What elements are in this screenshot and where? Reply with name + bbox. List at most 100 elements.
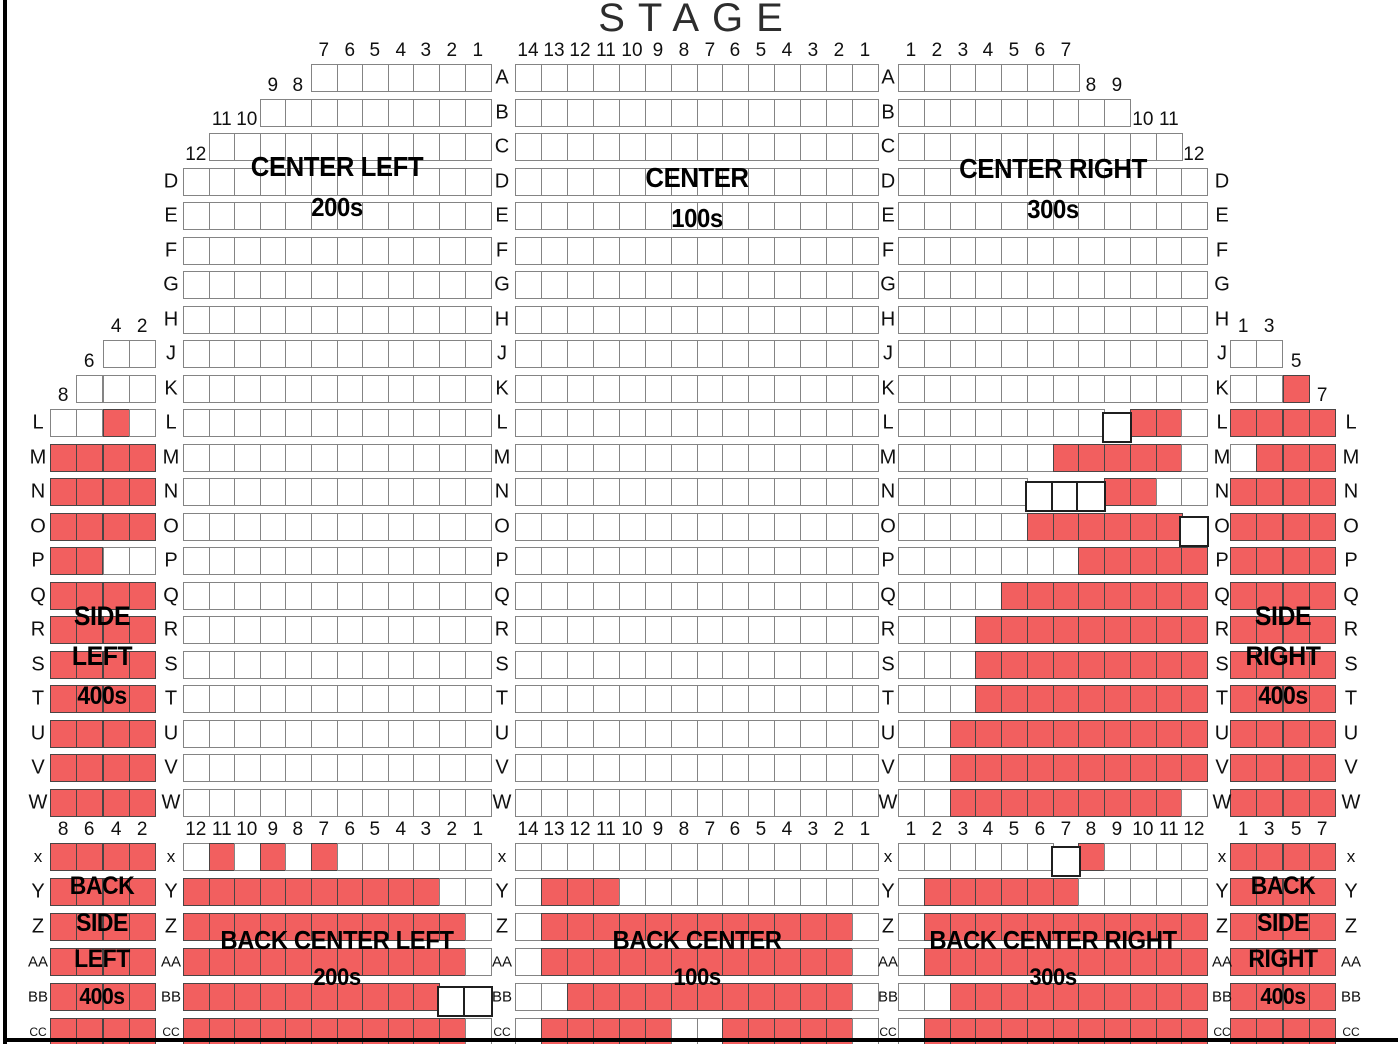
seat-center-left-P-5[interactable]: [362, 547, 389, 575]
seat-center-B-5[interactable]: [748, 98, 775, 127]
seat-center-left-W-9[interactable]: [260, 788, 287, 817]
seat-center-left-J-2[interactable]: [439, 340, 466, 368]
seat-center-S-9[interactable]: [645, 650, 672, 679]
seat-center-B-14[interactable]: [515, 98, 542, 127]
seat-center-O-13[interactable]: [541, 512, 568, 541]
seat-center-right-G-7[interactable]: [1053, 271, 1080, 299]
seat-center-left-L-12[interactable]: [183, 409, 210, 437]
seat-center-right-N-8[interactable]: [1076, 481, 1106, 512]
seat-center-right-S-2[interactable]: [924, 650, 951, 679]
seat-center-left-J-9[interactable]: [260, 340, 287, 368]
seat-center-N-5[interactable]: [748, 478, 775, 506]
seat-center-L-12[interactable]: [567, 409, 594, 437]
seat-back-center-Y-9[interactable]: [645, 878, 672, 906]
seat-center-C-4[interactable]: [774, 133, 801, 161]
seat-center-Q-1[interactable]: [852, 581, 879, 610]
seat-center-D-2[interactable]: [826, 167, 853, 196]
seat-center-left-F-10[interactable]: [234, 236, 261, 265]
seat-center-left-M-12[interactable]: [183, 443, 210, 472]
seat-center-left-M-8[interactable]: [285, 443, 312, 472]
seat-center-Q-13[interactable]: [541, 581, 568, 610]
seat-center-J-7[interactable]: [697, 340, 724, 368]
seat-center-left-B-7[interactable]: [311, 98, 338, 127]
seat-center-C-9[interactable]: [645, 133, 672, 161]
seat-center-left-K-12[interactable]: [183, 374, 210, 403]
seat-back-center-AA-14[interactable]: [515, 948, 542, 976]
seat-back-center-right-BB-1[interactable]: [898, 983, 925, 1011]
seat-center-G-14[interactable]: [515, 271, 542, 299]
seat-center-J-9[interactable]: [645, 340, 672, 368]
seat-center-B-7[interactable]: [697, 98, 724, 127]
seat-center-left-V-12[interactable]: [183, 754, 210, 782]
seat-center-right-K-11[interactable]: [1156, 374, 1183, 403]
seat-center-D-8[interactable]: [671, 167, 698, 196]
seat-center-left-L-9[interactable]: [260, 409, 287, 437]
seat-center-H-12[interactable]: [567, 305, 594, 334]
seat-center-left-K-10[interactable]: [234, 374, 261, 403]
seat-center-left-K-5[interactable]: [362, 374, 389, 403]
seat-center-Q-6[interactable]: [722, 581, 749, 610]
seat-center-S-13[interactable]: [541, 650, 568, 679]
seat-center-right-D-6[interactable]: [1027, 167, 1054, 196]
seat-center-right-G-11[interactable]: [1156, 271, 1183, 299]
seat-center-left-H-7[interactable]: [311, 305, 338, 334]
seat-center-right-Q-3[interactable]: [950, 581, 977, 610]
seat-center-left-N-11[interactable]: [209, 478, 236, 506]
seat-center-left-R-1[interactable]: [465, 616, 492, 644]
seat-center-right-K-5[interactable]: [1001, 374, 1028, 403]
seat-back-center-right-X-9[interactable]: [1104, 843, 1131, 871]
seat-center-right-K-4[interactable]: [975, 374, 1002, 403]
seat-center-left-U-8[interactable]: [285, 719, 312, 748]
seat-center-left-V-6[interactable]: [337, 754, 364, 782]
seat-center-right-V-2[interactable]: [924, 754, 951, 782]
seat-center-right-F-12[interactable]: [1181, 236, 1208, 265]
seat-center-M-2[interactable]: [826, 443, 853, 472]
seat-center-G-3[interactable]: [800, 271, 827, 299]
seat-back-center-right-X-3[interactable]: [950, 843, 977, 871]
seat-center-left-U-9[interactable]: [260, 719, 287, 748]
seat-center-left-M-5[interactable]: [362, 443, 389, 472]
seat-center-P-7[interactable]: [697, 547, 724, 575]
seat-center-F-2[interactable]: [826, 236, 853, 265]
seat-center-left-G-9[interactable]: [260, 271, 287, 299]
seat-center-right-K-12[interactable]: [1181, 374, 1208, 403]
seat-center-G-6[interactable]: [722, 271, 749, 299]
seat-back-center-right-X-4[interactable]: [975, 843, 1002, 871]
seat-center-left-W-8[interactable]: [285, 788, 312, 817]
seat-center-right-C-5[interactable]: [1001, 133, 1028, 161]
seat-center-left-U-2[interactable]: [439, 719, 466, 748]
seat-center-V-10[interactable]: [619, 754, 646, 782]
seat-center-left-H-11[interactable]: [209, 305, 236, 334]
seat-center-left-F-5[interactable]: [362, 236, 389, 265]
seat-center-right-E-6[interactable]: [1027, 202, 1054, 230]
seat-center-right-L-12[interactable]: [1181, 409, 1208, 437]
seat-center-right-M-4[interactable]: [975, 443, 1002, 472]
seat-center-left-O-8[interactable]: [285, 512, 312, 541]
seat-center-J-5[interactable]: [748, 340, 775, 368]
seat-center-left-B-6[interactable]: [337, 98, 364, 127]
seat-back-center-X-12[interactable]: [567, 843, 594, 871]
seat-center-R-1[interactable]: [852, 616, 879, 644]
seat-center-K-8[interactable]: [671, 374, 698, 403]
seat-center-left-G-6[interactable]: [337, 271, 364, 299]
seat-center-M-10[interactable]: [619, 443, 646, 472]
seat-center-R-2[interactable]: [826, 616, 853, 644]
seat-center-B-8[interactable]: [671, 98, 698, 127]
seat-center-left-Q-12[interactable]: [183, 581, 210, 610]
seat-center-W-4[interactable]: [774, 788, 801, 817]
seat-center-right-P-3[interactable]: [950, 547, 977, 575]
seat-center-right-F-5[interactable]: [1001, 236, 1028, 265]
seat-center-left-N-2[interactable]: [439, 478, 466, 506]
seat-back-center-Y-2[interactable]: [826, 878, 853, 906]
seat-back-center-X-1[interactable]: [852, 843, 879, 871]
seat-center-right-P-1[interactable]: [898, 547, 925, 575]
seat-center-right-K-6[interactable]: [1027, 374, 1054, 403]
seat-center-T-1[interactable]: [852, 685, 879, 713]
seat-center-N-2[interactable]: [826, 478, 853, 506]
seat-center-right-M-5[interactable]: [1001, 443, 1028, 472]
seat-center-right-G-9[interactable]: [1104, 271, 1131, 299]
seat-back-center-right-X-12[interactable]: [1181, 843, 1208, 871]
seat-center-left-T-10[interactable]: [234, 685, 261, 713]
seat-center-left-O-5[interactable]: [362, 512, 389, 541]
seat-center-left-N-3[interactable]: [413, 478, 440, 506]
